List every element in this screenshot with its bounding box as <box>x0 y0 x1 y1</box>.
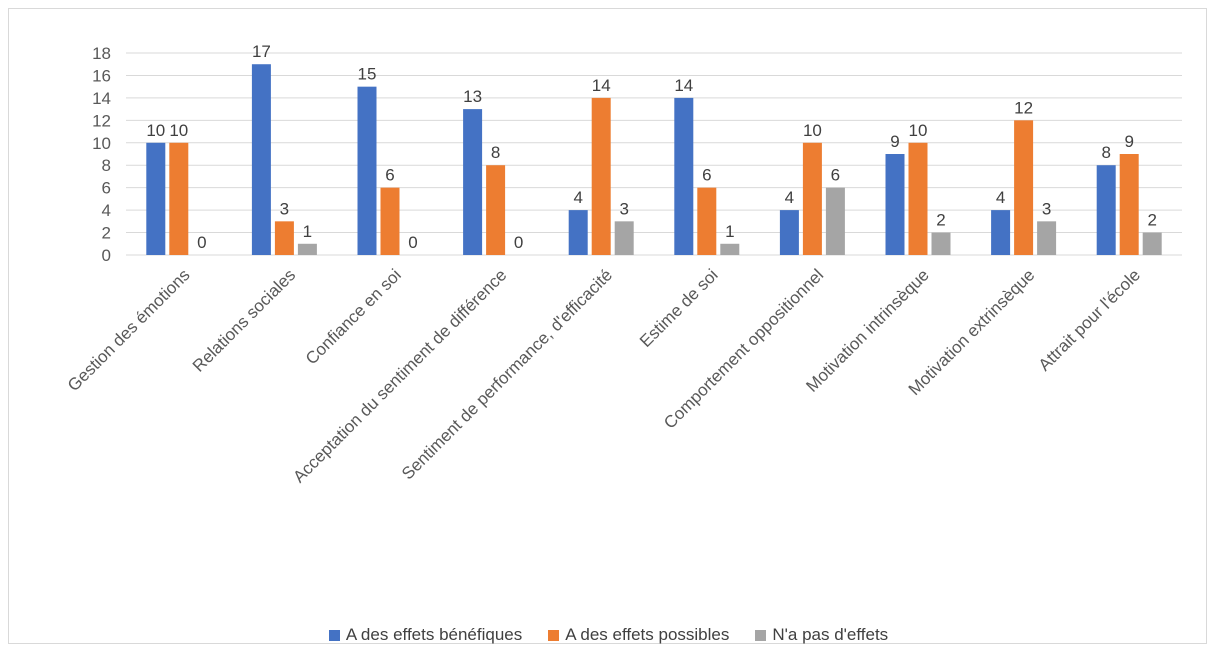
legend-item: N'a pas d'effets <box>755 625 888 645</box>
y-tick-label: 8 <box>102 156 111 175</box>
data-label: 14 <box>592 76 611 95</box>
y-tick-label: 10 <box>92 134 111 153</box>
data-label: 3 <box>280 199 289 218</box>
y-axis-ticks: 0 2 4 6 8 10 12 14 16 18 <box>92 44 111 265</box>
legend-item: A des effets bénéfiques <box>328 625 523 645</box>
data-label: 1 <box>303 222 312 241</box>
bar-possibles <box>169 142 189 255</box>
data-label: 4 <box>785 188 794 207</box>
data-label: 4 <box>996 188 1005 207</box>
bar-possibles <box>1119 154 1139 255</box>
data-label: 8 <box>1101 143 1110 162</box>
bar-possibles <box>274 221 294 255</box>
bars <box>146 64 1162 256</box>
category-label: Confiance en soi <box>302 265 405 368</box>
category-label: Sentiment de performance, d'efficacité <box>398 265 616 483</box>
bar-benefiques <box>568 210 588 255</box>
bar-pas-effets <box>720 243 740 255</box>
y-tick-label: 0 <box>102 246 111 265</box>
data-label: 0 <box>514 233 523 252</box>
bar-possibles <box>1014 120 1034 255</box>
bar-possibles <box>908 142 928 255</box>
data-label: 3 <box>1042 199 1051 218</box>
data-label: 8 <box>491 143 500 162</box>
data-label: 6 <box>385 166 394 185</box>
bar-pas-effets <box>1142 232 1162 255</box>
legend-swatch <box>548 629 560 641</box>
legend-label: A des effets possibles <box>565 625 730 644</box>
data-label: 0 <box>408 233 417 252</box>
y-tick-label: 18 <box>92 44 111 63</box>
legend-swatch <box>328 629 340 641</box>
data-label: 2 <box>936 211 945 230</box>
bar-possibles <box>802 142 822 255</box>
data-label: 0 <box>197 233 206 252</box>
y-tick-label: 14 <box>92 89 111 108</box>
bar-benefiques <box>357 86 377 256</box>
data-label: 14 <box>674 76 693 95</box>
y-tick-label: 2 <box>102 224 111 243</box>
y-tick-label: 6 <box>102 179 111 198</box>
data-label: 13 <box>463 87 482 106</box>
bar-benefiques <box>1096 165 1116 255</box>
bar-pas-effets <box>614 221 634 255</box>
data-label: 10 <box>146 121 165 140</box>
data-label: 10 <box>169 121 188 140</box>
bar-benefiques <box>251 64 271 255</box>
bar-benefiques <box>146 142 166 255</box>
data-label: 12 <box>1014 98 1033 117</box>
bar-pas-effets <box>297 243 317 255</box>
category-label: Gestion des émotions <box>64 265 194 395</box>
data-label: 4 <box>573 188 582 207</box>
legend-label: A des effets bénéfiques <box>345 625 523 644</box>
bar-benefiques <box>674 97 694 255</box>
category-label: Acceptation du sentiment de différence <box>289 265 510 486</box>
y-tick-label: 4 <box>102 201 111 220</box>
y-tick-label: 12 <box>92 111 111 130</box>
data-label: 3 <box>619 199 628 218</box>
bar-benefiques <box>779 210 799 255</box>
data-label: 9 <box>890 132 899 151</box>
bar-pas-effets <box>931 232 951 255</box>
legend: A des effets bénéfiques A des effets poss… <box>0 625 1217 645</box>
data-label: 1 <box>725 222 734 241</box>
data-label: 17 <box>252 42 271 61</box>
data-label: 9 <box>1124 132 1133 151</box>
legend-item: A des effets possibles <box>548 625 729 645</box>
bar-possibles <box>697 187 717 255</box>
data-label: 6 <box>831 166 840 185</box>
data-label: 10 <box>909 121 928 140</box>
bar-pas-effets <box>825 187 845 255</box>
category-label: Estime de soi <box>636 265 722 351</box>
bar-possibles <box>591 97 611 255</box>
data-label: 10 <box>803 121 822 140</box>
bar-possibles <box>380 187 400 255</box>
category-label: Relations sociales <box>189 265 299 375</box>
legend-label: N'a pas d'effets <box>772 625 889 644</box>
bar-benefiques <box>885 154 905 255</box>
legend-swatch <box>755 629 767 641</box>
data-label: 15 <box>358 65 377 84</box>
data-label: 6 <box>702 166 711 185</box>
bar-benefiques <box>991 210 1011 255</box>
y-tick-label: 16 <box>92 66 111 85</box>
category-label: Attrait pour l'école <box>1035 265 1144 374</box>
bar-pas-effets <box>1037 221 1057 255</box>
data-label: 2 <box>1147 211 1156 230</box>
bar-benefiques <box>463 109 483 255</box>
bar-possibles <box>486 165 506 255</box>
